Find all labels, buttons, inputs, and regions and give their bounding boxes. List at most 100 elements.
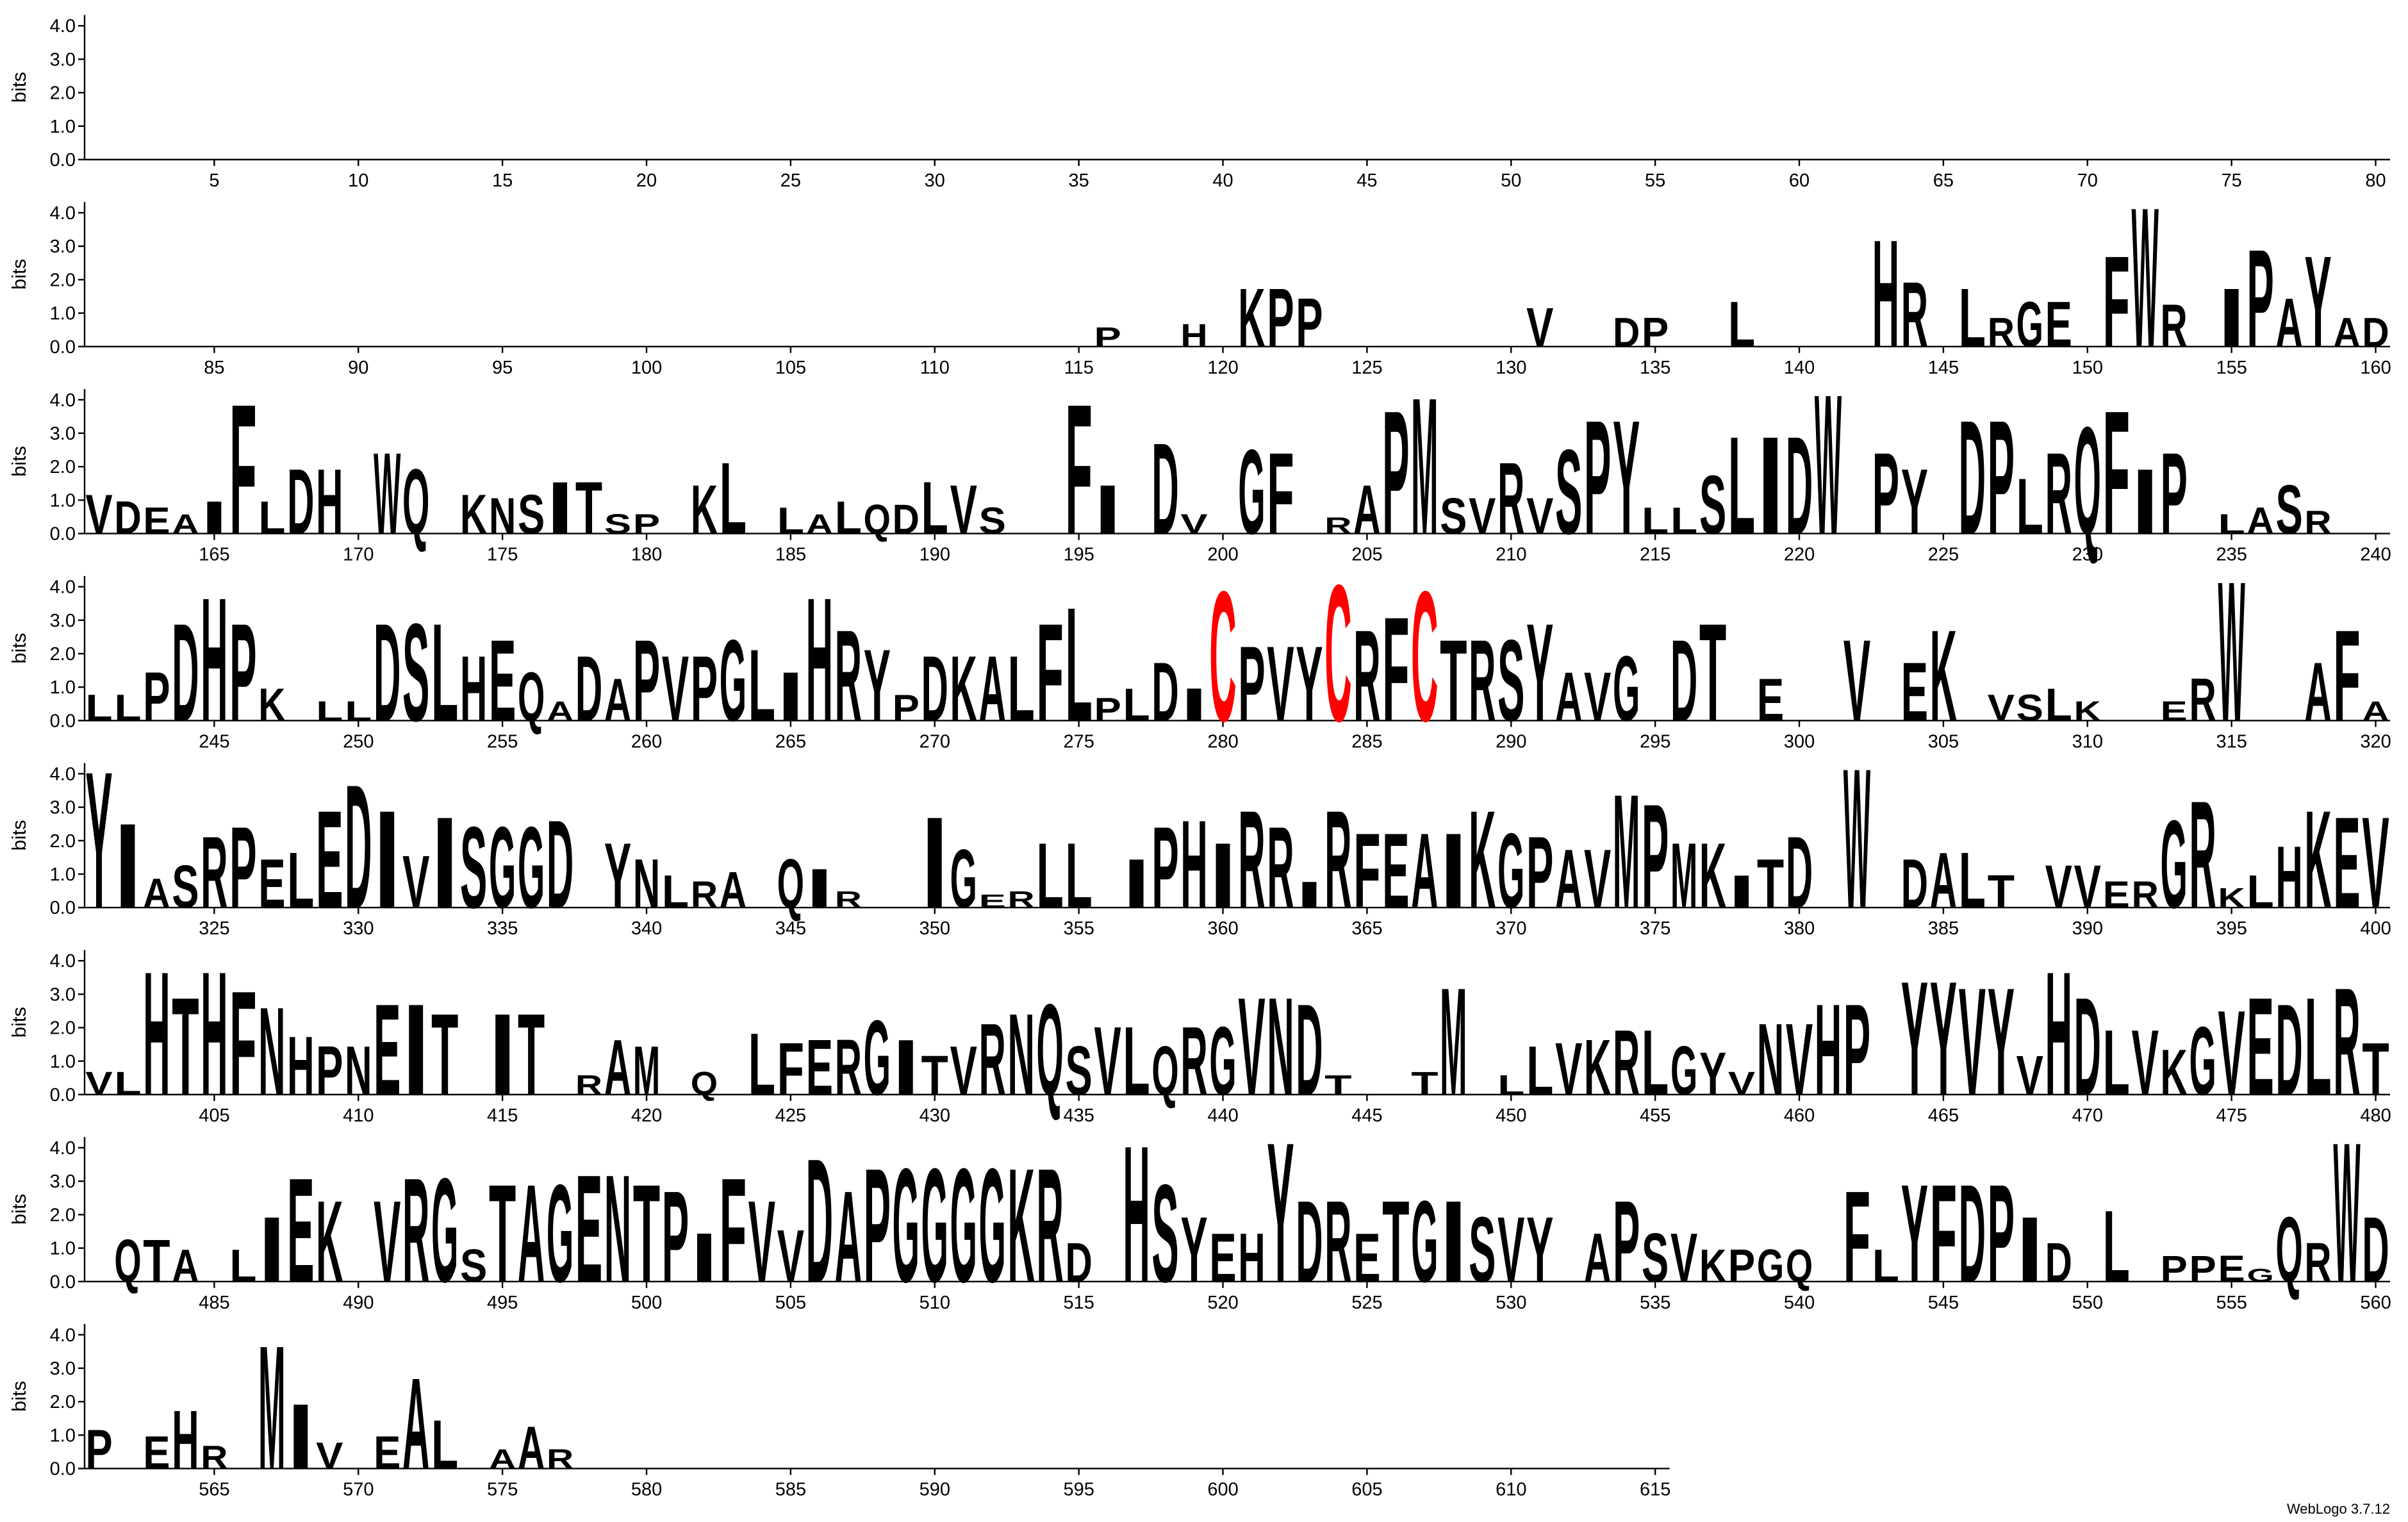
residue: T [575,467,602,550]
residue: I [1728,866,1755,918]
residue: I [1440,1177,1467,1307]
residue: L [1123,1007,1150,1116]
residue: Q [402,451,429,554]
x-tick-label: 335 [487,918,518,939]
x-tick-label: 5 [209,170,219,191]
residue: K [1008,1135,1035,1317]
residue: P [1267,270,1294,364]
residue: T [921,1044,948,1106]
residue: I [1440,811,1467,931]
residue: D [1613,310,1640,356]
residue: P [1728,1240,1755,1292]
x-tick-label: 485 [199,1293,229,1313]
y-axis-label: bits [8,72,30,103]
residue: H [1123,1106,1150,1323]
residue: W [1815,353,1842,577]
residue: L [921,467,948,550]
residue: V [950,470,977,549]
x-tick-label: 315 [2216,731,2247,752]
residue: R [1238,782,1265,938]
residue: L [1959,837,1986,925]
residue: P [1988,1155,2015,1311]
residue: P [1872,428,1899,558]
residue: T [1988,866,2015,918]
residue: N [258,981,285,1121]
residue: S [460,1240,487,1292]
x-tick-label: 230 [2072,545,2103,565]
residue: N [1757,1003,1784,1117]
residue: A [2247,500,2273,542]
x-tick-label: 380 [1784,918,1815,939]
residue: P [691,637,718,741]
residue: S [1469,1198,1496,1302]
residue: R [691,874,718,916]
y-tick-label: 4.0 [50,577,76,598]
residue: D [1670,615,1697,745]
residue: I [893,1024,919,1112]
residue: K [1469,782,1496,938]
residue: R [1469,615,1496,745]
residue: P [2161,1248,2188,1289]
residue: G [979,1134,1006,1316]
residue: A [1584,1218,1611,1296]
residue: Y [1613,388,1640,569]
residue: V [777,1214,804,1297]
residue: R [1267,802,1294,932]
residue: I [114,799,141,934]
residue: P [633,615,660,745]
residue: A [604,666,631,734]
x-tick-label: 425 [775,1105,806,1126]
x-tick-label: 440 [1207,1105,1238,1126]
x-tick-label: 385 [1928,918,1959,939]
residue: Q [777,845,804,923]
residue: V [950,1031,977,1109]
residue: F [1843,1165,1870,1310]
residue: S [1555,424,1582,559]
x-tick-label: 215 [1640,545,1670,565]
residue: R [547,1443,573,1475]
residue: D [547,794,573,934]
x-tick-label: 300 [1784,731,1815,752]
residue: G [431,1146,458,1313]
residue: A [1555,658,1582,736]
residue: W [1843,727,1870,951]
x-tick-label: 420 [631,1105,662,1126]
residue: D [1296,977,1323,1123]
x-tick-label: 605 [1351,1480,1382,1500]
residue: L [2103,1190,2130,1304]
residue: R [835,603,862,749]
residue: L [1066,824,1093,928]
residue: L [287,837,314,925]
residue: G [864,999,891,1118]
x-tick-label: 520 [1207,1293,1238,1313]
residue: R [835,887,862,913]
residue: L [114,1065,141,1102]
residue: R [979,1003,1006,1117]
residue: Q [2275,1198,2302,1302]
residue: P [2189,1248,2216,1289]
x-tick-label: 530 [1496,1293,1526,1313]
y-tick-label: 2.0 [50,270,76,290]
residue: I [547,467,573,550]
residue: V [2045,854,2073,922]
x-tick-label: 445 [1351,1105,1382,1126]
residue: Y [1930,948,1957,1130]
residue: R [1324,782,1351,938]
residue: G [950,1134,977,1316]
x-tick-label: 340 [631,918,662,939]
residue: F [1066,365,1093,574]
residue: Y [85,731,112,950]
residue: A [518,1414,545,1482]
residue: G [1497,812,1524,931]
residue: F [229,365,256,574]
residue: H [2045,936,2072,1132]
y-tick-label: 2.0 [50,457,76,477]
y-tick-label: 4.0 [50,203,76,224]
residue: A [604,1024,631,1112]
residue: A [547,695,573,727]
residue: R [1324,1177,1351,1307]
residue: F [2103,374,2130,572]
residue: P [1642,309,1669,356]
residue: I [489,990,516,1120]
